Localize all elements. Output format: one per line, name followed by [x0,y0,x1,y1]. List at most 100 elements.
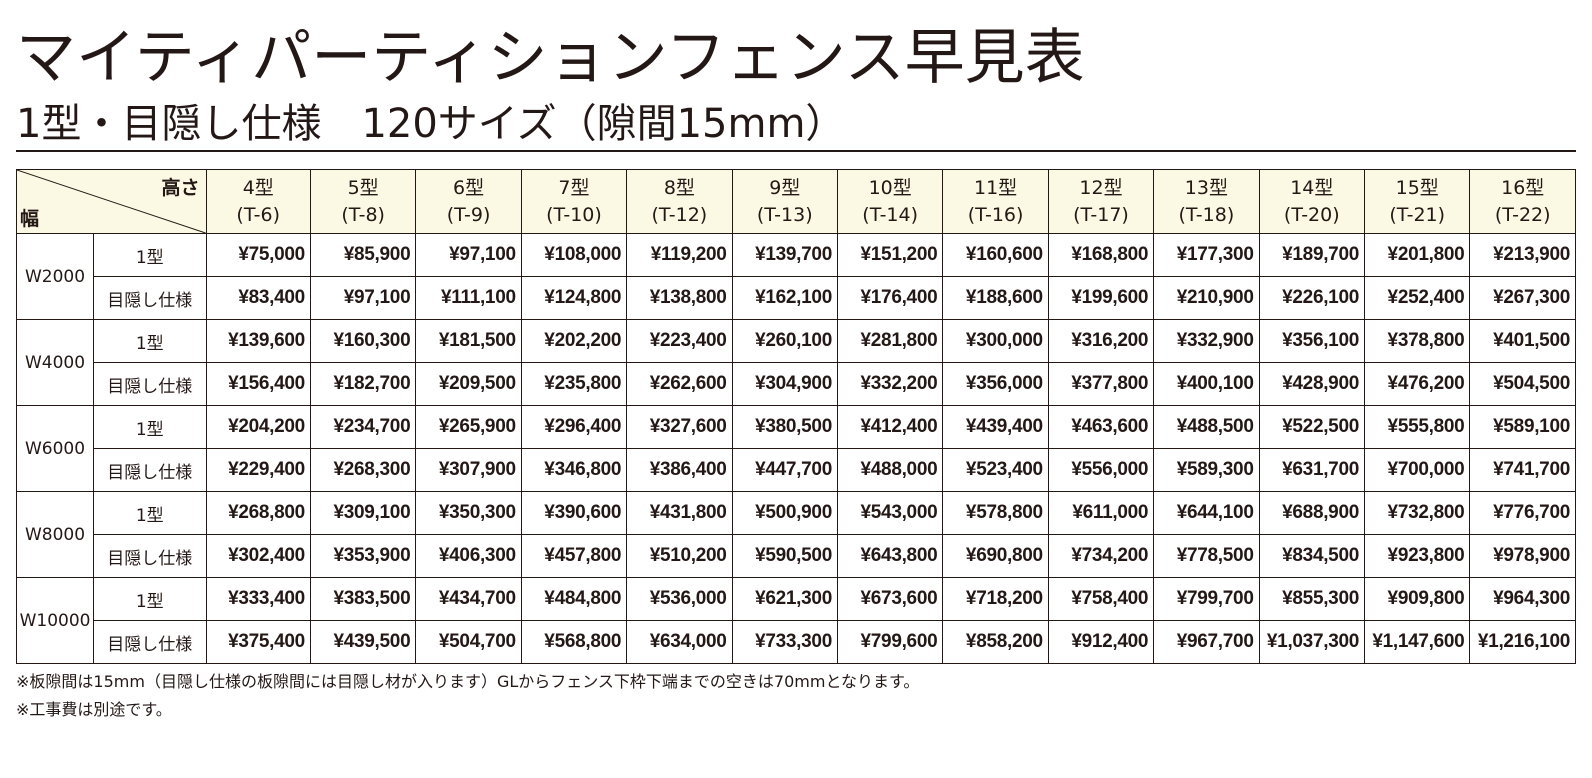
price-cell: ¥75,000 [205,233,311,277]
price-cell: ¥634,000 [626,620,733,664]
price-cell: ¥556,000 [1047,448,1155,492]
price-cell: ¥160,600 [942,233,1049,277]
table-row: 目隠し仕様 ¥229,400 ¥268,300 ¥307,900 ¥346,800 ¥38… [17,448,1576,492]
price-cell: ¥151,200 [836,233,944,277]
price-cell: ¥688,900 [1258,491,1366,535]
price-cell: ¥967,700 [1153,620,1260,664]
width-label: W6000 [15,405,95,492]
price-cell: ¥168,800 [1047,233,1155,277]
column-header: 4型 (T-6) [205,169,311,234]
price-cell: ¥964,300 [1469,577,1576,621]
width-label: W4000 [15,319,95,406]
price-cell: ¥296,400 [520,405,628,449]
width-label: W8000 [15,491,95,578]
price-cell: ¥327,600 [626,405,733,449]
price-cell: ¥83,400 [205,276,311,320]
spec-label: 目隠し仕様 [93,448,207,492]
price-cell: ¥309,100 [309,491,417,535]
column-header: 7型 (T-10) [520,169,628,234]
price-cell: ¥156,400 [205,362,311,406]
column-header: 5型 (T-8) [309,169,417,234]
price-cell: ¥332,900 [1153,319,1260,363]
price-cell: ¥543,000 [836,491,944,535]
price-cell: ¥119,200 [626,233,733,277]
footnote: ※板隙間は15mm（目隠し仕様の板隙間には目隠し材が入ります）GLからフェンス下… [16,672,920,691]
price-cell: ¥643,800 [836,534,944,578]
price-cell: ¥268,300 [309,448,417,492]
price-cell: ¥500,900 [731,491,838,535]
spec-label: 1型 [93,577,207,621]
price-cell: ¥673,600 [836,577,944,621]
price-cell: ¥978,900 [1469,534,1576,578]
price-cell: ¥700,000 [1363,448,1471,492]
footnote: ※工事費は別途です。 [16,700,172,719]
column-type: 7型 [558,176,590,199]
price-cell: ¥111,100 [415,276,522,320]
price-cell: ¥124,800 [520,276,628,320]
column-type: 10型 [868,176,912,199]
price-cell: ¥262,600 [626,362,733,406]
column-type: 16型 [1501,176,1545,199]
price-cell: ¥799,700 [1153,577,1260,621]
column-code: (T-13) [756,203,813,226]
price-cell: ¥201,800 [1363,233,1471,277]
price-cell: ¥213,900 [1469,233,1576,277]
column-code: (T-21) [1389,203,1446,226]
price-cell: ¥307,900 [415,448,522,492]
title-divider [16,150,1576,152]
price-cell: ¥97,100 [415,233,522,277]
price-cell: ¥778,500 [1153,534,1260,578]
price-cell: ¥139,700 [731,233,838,277]
price-cell: ¥85,900 [309,233,417,277]
table-row: W6000 1型 ¥204,200 ¥234,700 ¥265,900 ¥296,400 ¥… [15,405,1576,492]
price-cell: ¥235,800 [520,362,628,406]
corner-diagonal [17,170,206,233]
price-cell: ¥578,800 [942,491,1049,535]
price-cell: ¥1,037,300 [1258,620,1366,664]
price-cell: ¥252,400 [1363,276,1471,320]
column-code: (T-18) [1178,203,1235,226]
corner-width-label: 幅 [20,208,40,230]
column-header: 8型 (T-12) [626,169,733,234]
price-cell: ¥463,600 [1047,405,1155,449]
price-cell: ¥631,700 [1258,448,1366,492]
price-cell: ¥377,800 [1047,362,1155,406]
width-label: W10000 [15,577,95,664]
price-cell: ¥176,400 [836,276,944,320]
price-cell: ¥181,500 [415,319,522,363]
price-cell: ¥226,100 [1258,276,1366,320]
price-cell: ¥353,900 [309,534,417,578]
price-cell: ¥281,800 [836,319,944,363]
price-cell: ¥488,500 [1153,405,1260,449]
width-label: W2000 [15,233,95,320]
price-cell: ¥138,800 [626,276,733,320]
price-cell: ¥439,400 [942,405,1049,449]
price-cell: ¥484,800 [520,577,628,621]
price-cell: ¥210,900 [1153,276,1260,320]
price-cell: ¥177,300 [1153,233,1260,277]
price-cell: ¥302,400 [205,534,311,578]
table-row: 目隠し仕様 ¥302,400 ¥353,900 ¥406,300 ¥457,800 ¥51… [17,534,1576,578]
price-cell: ¥375,400 [205,620,311,664]
price-cell: ¥401,500 [1469,319,1576,363]
column-type: 9型 [769,176,801,199]
header-row: 高さ 幅 4型 (T-6) 5型 (T-8) 6型 (T-9) 7型 (T-10) 8型… [16,169,1576,234]
price-cell: ¥718,200 [942,577,1049,621]
price-cell: ¥260,100 [731,319,838,363]
price-cell: ¥589,300 [1153,448,1260,492]
column-header: 14型 (T-20) [1258,169,1366,234]
spec-label: 1型 [93,319,207,363]
price-cell: ¥1,147,600 [1363,620,1471,664]
column-type: 14型 [1290,176,1334,199]
price-cell: ¥536,000 [626,577,733,621]
price-cell: ¥611,000 [1047,491,1155,535]
price-cell: ¥189,700 [1258,233,1366,277]
price-cell: ¥202,200 [520,319,628,363]
spec-label: 1型 [93,491,207,535]
column-type: 4型 [242,176,274,199]
column-type: 13型 [1184,176,1228,199]
price-cell: ¥162,100 [731,276,838,320]
price-cell: ¥758,400 [1047,577,1155,621]
spec-label: 目隠し仕様 [93,534,207,578]
price-cell: ¥97,100 [309,276,417,320]
